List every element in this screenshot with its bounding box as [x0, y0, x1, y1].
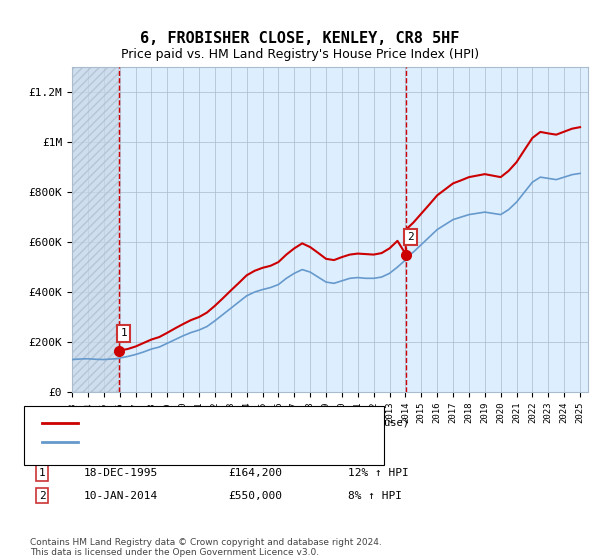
Text: 6, FROBISHER CLOSE, KENLEY, CR8 5HF (detached house): 6, FROBISHER CLOSE, KENLEY, CR8 5HF (det… [84, 418, 409, 428]
Text: 18-DEC-1995: 18-DEC-1995 [84, 468, 158, 478]
Text: 8% ↑ HPI: 8% ↑ HPI [348, 491, 402, 501]
Text: 10-JAN-2014: 10-JAN-2014 [84, 491, 158, 501]
Text: 1: 1 [38, 468, 46, 478]
Bar [72, 67, 119, 392]
Text: Contains HM Land Registry data © Crown copyright and database right 2024.
This d: Contains HM Land Registry data © Crown c… [30, 538, 382, 557]
Text: 6, FROBISHER CLOSE, KENLEY, CR8 5HF: 6, FROBISHER CLOSE, KENLEY, CR8 5HF [140, 31, 460, 46]
Text: 2: 2 [38, 491, 46, 501]
Text: 1: 1 [121, 329, 127, 338]
Text: HPI: Average price, detached house, Croydon: HPI: Average price, detached house, Croy… [84, 437, 353, 447]
Text: 12% ↑ HPI: 12% ↑ HPI [348, 468, 409, 478]
Text: £550,000: £550,000 [228, 491, 282, 501]
Text: 2: 2 [407, 232, 414, 242]
Text: Price paid vs. HM Land Registry's House Price Index (HPI): Price paid vs. HM Land Registry's House … [121, 48, 479, 60]
Text: £164,200: £164,200 [228, 468, 282, 478]
